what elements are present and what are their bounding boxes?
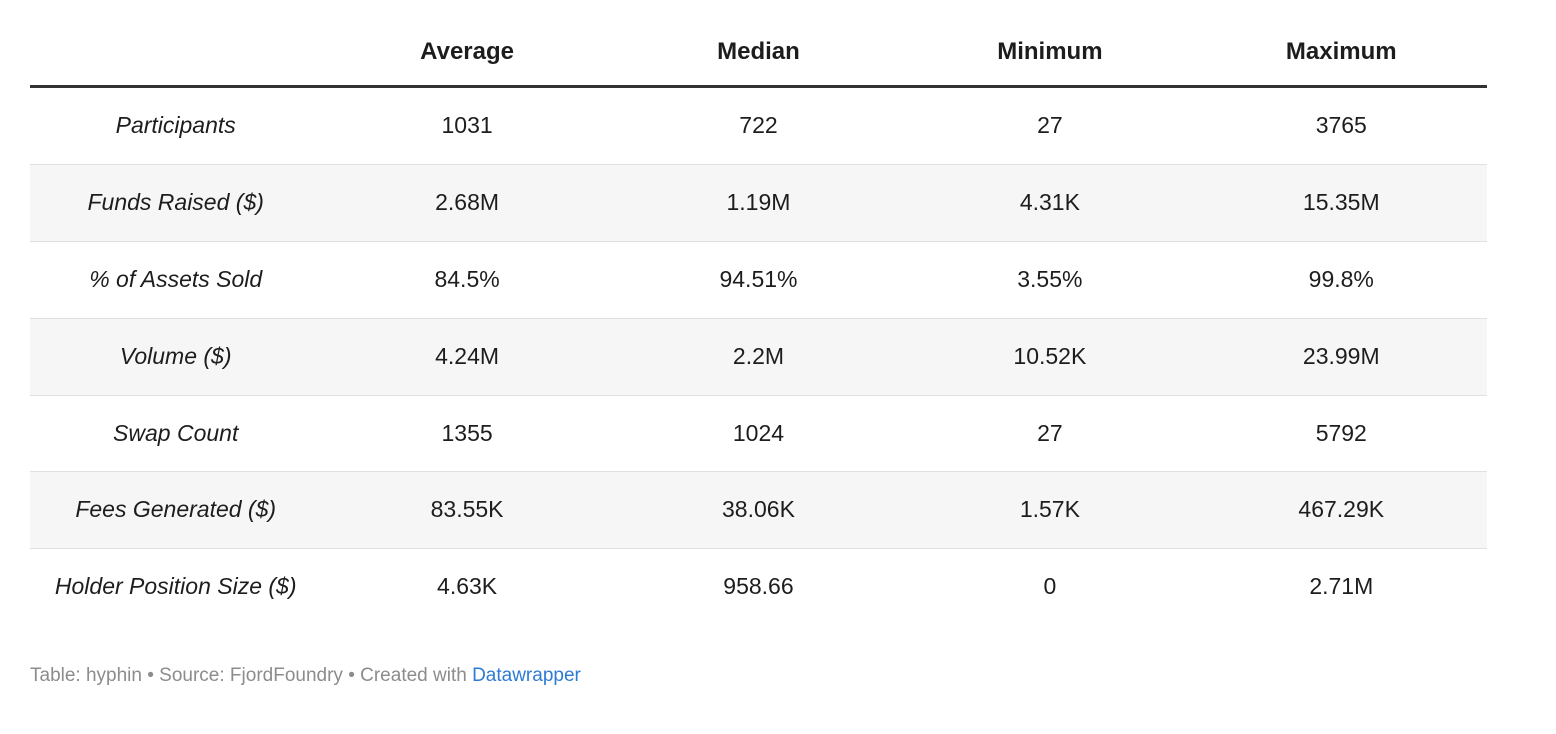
table-cell: 4.31K [1019, 188, 1080, 215]
table-cell: 1355 [441, 419, 493, 446]
table-cell: 10.52K [1013, 342, 1087, 369]
table-cell: 1031 [441, 112, 493, 138]
table-row: % of Assets Sold 84.5% 94.51% 3.55% 99.8… [30, 241, 1487, 318]
table-row: Holder Position Size ($) 4.63K 958.66 0 … [30, 548, 1487, 625]
table-cell: 2.68M [435, 188, 500, 215]
table-cell: 27 [1037, 112, 1063, 138]
attribution: Table: hyphin • Source: FjordFoundry • C… [30, 665, 1556, 687]
table-cell: 1.57K [1019, 496, 1080, 523]
column-header-average: Average [321, 12, 613, 88]
table-row: Volume ($) 4.24M 2.2M 10.52K 23.99M [30, 318, 1487, 396]
table-cell: 84.5% [434, 265, 500, 292]
column-header-blank [30, 12, 322, 88]
table-cell: 94.51% [719, 265, 798, 292]
table-cell: 2.2M [732, 342, 785, 369]
table-cell: 2.71M [1309, 573, 1374, 600]
table-cell: 4.24M [435, 342, 500, 369]
table-cell: 23.99M [1302, 342, 1380, 369]
column-header-minimum: Minimum [904, 12, 1196, 88]
table-cell: 5792 [1315, 419, 1367, 446]
attribution-text: Table: hyphin • Source: FjordFoundry • C… [30, 665, 473, 687]
table-row: Swap Count 1355 1024 27 5792 [30, 395, 1487, 472]
table-cell: 1.19M [726, 188, 791, 215]
table-cell: 38.06K [722, 496, 795, 523]
table-cell: 1024 [732, 419, 785, 446]
column-header-median: Median [612, 12, 905, 88]
stats-table-container: Average Median Minimum Maximum Participa… [30, 12, 1487, 625]
column-header-maximum: Maximum [1195, 12, 1487, 88]
table-cell: 15.35M [1302, 188, 1380, 215]
table-cell: 958.66 [723, 573, 794, 600]
table-row: Participants 1031 722 27 3765 [30, 87, 1487, 165]
table-cell: 467.29K [1298, 496, 1385, 523]
header-row: Average Median Minimum Maximum [30, 12, 1487, 88]
row-label: % of Assets Sold [89, 265, 263, 292]
table-cell: 3765 [1315, 112, 1367, 138]
table-row: Fees Generated ($) 83.55K 38.06K 1.57K 4… [30, 471, 1487, 549]
table-cell: 99.8% [1308, 265, 1374, 292]
stats-table: Average Median Minimum Maximum Participa… [30, 12, 1487, 625]
table-cell: 3.55% [1017, 265, 1083, 292]
row-label: Funds Raised ($) [87, 188, 264, 215]
table-cell: 0 [1043, 573, 1057, 600]
row-label: Fees Generated ($) [75, 496, 277, 523]
table-cell: 83.55K [430, 496, 504, 523]
row-label: Swap Count [113, 419, 239, 446]
table-cell: 27 [1037, 419, 1063, 446]
row-label: Volume ($) [119, 342, 232, 369]
row-label: Holder Position Size ($) [54, 573, 297, 600]
table-row: Funds Raised ($) 2.68M 1.19M 4.31K 15.35… [30, 164, 1487, 242]
row-label: Participants [115, 112, 236, 138]
table-cell: 722 [739, 112, 778, 138]
datawrapper-link[interactable]: Datawrapper [472, 665, 581, 687]
table-cell: 4.63K [437, 573, 498, 600]
